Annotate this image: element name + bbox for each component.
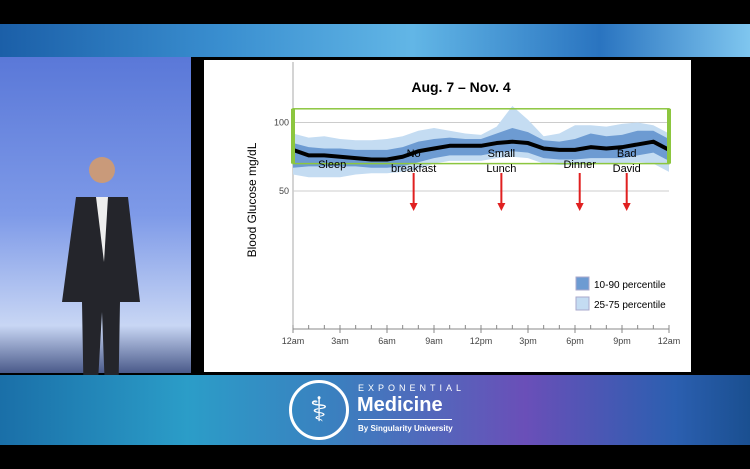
median-line: [292, 139, 670, 162]
annotation-label: Sleep: [318, 159, 346, 171]
x-tick-label: 12am: [658, 336, 681, 346]
x-tick-label: 6am: [378, 336, 396, 346]
caduceus-logo-icon: ⚕: [289, 380, 349, 440]
y-tick-label: 50: [279, 186, 289, 196]
speaker-figure: [62, 157, 140, 417]
arrow-head-icon: [622, 203, 631, 211]
x-tick-label: 12pm: [470, 336, 493, 346]
annotation-label: David: [613, 163, 641, 175]
arrow-head-icon: [409, 203, 418, 211]
annotation-label: Small: [488, 148, 516, 160]
annotation-label: Lunch: [486, 163, 516, 175]
chart-title: Aug. 7 – Nov. 4: [411, 79, 511, 95]
x-tick-label: 3pm: [519, 336, 537, 346]
brand-byline: By Singularity University: [358, 424, 453, 433]
x-tick-label: 3am: [331, 336, 349, 346]
x-tick-label: 6pm: [566, 336, 584, 346]
legend-label: 25-75 percentile: [594, 300, 666, 311]
brand-medicine: Medicine: [357, 394, 443, 416]
bottom-banner: [0, 375, 750, 445]
y-tick-label: 100: [274, 118, 289, 128]
brand-exponential: EXPONENTIAL: [358, 383, 466, 393]
slide: Aug. 7 – Nov. 450100150Blood Glucose mg/…: [204, 49, 691, 372]
glucose-chart: Aug. 7 – Nov. 450100150Blood Glucose mg/…: [245, 49, 681, 346]
annotation-label: No: [407, 148, 421, 160]
legend-swatch: [575, 296, 590, 311]
legend-swatch: [575, 276, 590, 291]
x-tick-label: 9pm: [613, 336, 631, 346]
legend-label: 10-90 percentile: [594, 280, 666, 291]
annotation-label: Dinner: [563, 159, 596, 171]
annotation-label: breakfast: [391, 163, 436, 175]
x-tick-label: 9am: [425, 336, 443, 346]
x-tick-label: 12am: [282, 336, 305, 346]
top-banner: [0, 24, 750, 57]
arrow-head-icon: [497, 203, 506, 211]
arrow-head-icon: [575, 203, 584, 211]
stage-video: [0, 57, 191, 417]
y-axis-label: Blood Glucose mg/dL: [245, 142, 259, 257]
annotation-label: Bad: [617, 148, 637, 160]
brand-divider: [358, 419, 452, 420]
